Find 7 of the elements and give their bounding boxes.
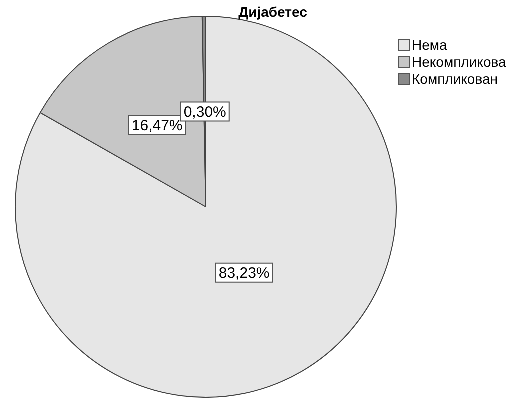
chart-title: Дијабетес <box>238 4 308 20</box>
data-label: 16,47% <box>132 117 183 134</box>
legend-label: Компликован <box>412 70 498 86</box>
legend-label: Нема <box>412 36 448 52</box>
data-label: 0,30% <box>184 104 226 121</box>
legend-label: Некомпликова <box>412 54 506 70</box>
data-label: 83,23% <box>218 265 270 282</box>
